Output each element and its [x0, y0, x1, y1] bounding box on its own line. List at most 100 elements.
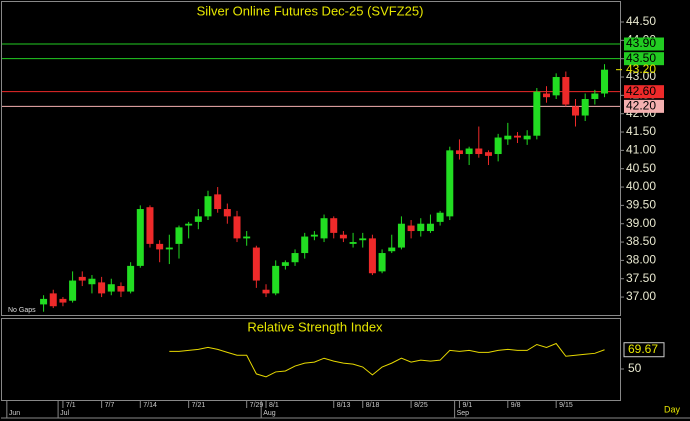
candle-body [484, 152, 492, 156]
candle-body [281, 262, 289, 266]
y-tick-label: 39.50 [626, 198, 656, 212]
candle-body [494, 137, 502, 155]
candle-body [69, 280, 77, 301]
candle-body [446, 150, 454, 217]
candle-body [436, 212, 444, 222]
candle-body [78, 276, 86, 281]
candle-body [59, 298, 67, 303]
candle-body [194, 216, 202, 222]
y-tick-label: 43.00 [626, 69, 656, 83]
level-label: 42.60 [626, 84, 656, 98]
candle-body [49, 293, 57, 307]
y-tick-label: 40.00 [626, 179, 656, 193]
candle-body [552, 77, 560, 96]
month-label: Jun [9, 410, 20, 417]
candle-body [591, 93, 599, 100]
y-tick-label: 50 [628, 361, 642, 375]
month-label: Aug [263, 410, 276, 417]
candle-body [223, 209, 231, 217]
y-tick-label: 37.00 [626, 289, 656, 303]
candle-body [465, 148, 473, 155]
candle-body [40, 298, 48, 305]
candle-body [378, 253, 386, 272]
y-tick-label: 41.00 [626, 143, 656, 157]
candle-body [175, 227, 183, 244]
rsi-value-bg [623, 342, 665, 358]
candle-body [523, 135, 531, 140]
chart-title: Silver Online Futures Dec-25 (SVFZ25) [197, 3, 424, 18]
candle-body [513, 135, 521, 138]
candle-body [601, 69, 609, 94]
candle-body [127, 265, 135, 292]
candle-body [233, 216, 241, 239]
candle-body [542, 93, 550, 98]
level-label-bg [624, 52, 664, 66]
level-label: 42.20 [626, 99, 656, 113]
y-tick-label: 41.50 [626, 124, 656, 138]
candle-body [426, 223, 434, 232]
candle-body [562, 77, 570, 105]
x-tick-label: 7/21 [192, 402, 206, 409]
last-price-label: 43.20 [626, 62, 656, 76]
rsi-value-label: 69.67 [628, 342, 658, 356]
candle-body [417, 223, 425, 232]
candle-body [349, 242, 357, 244]
candle-body [359, 238, 367, 241]
x-tick-label: 8/18 [366, 402, 380, 409]
month-label: Jul [60, 410, 69, 417]
candle-body [165, 247, 173, 250]
x-tick-label: 9/8 [511, 402, 521, 409]
month-label: Sep [457, 410, 470, 417]
candle-body [156, 243, 164, 250]
note: No Gaps [8, 307, 36, 314]
candle-body [107, 284, 115, 292]
candle-body [455, 150, 463, 155]
candle-body [581, 99, 589, 116]
y-tick-label: 44.50 [626, 14, 656, 28]
candle-body [572, 106, 580, 116]
price-panel [1, 1, 621, 316]
x-tick-label: 7/7 [105, 402, 115, 409]
candle-body [214, 194, 222, 210]
candle-body [533, 91, 541, 136]
y-tick-label: 38.00 [626, 253, 656, 267]
candle-body [407, 225, 415, 232]
candle-body [136, 209, 144, 266]
candle-body [262, 289, 270, 294]
candle-body [252, 247, 260, 281]
candle-body [291, 253, 299, 263]
candle-body [301, 236, 309, 254]
candle-body [330, 218, 338, 233]
y-tick-label: 39.00 [626, 216, 656, 230]
candle-body [146, 207, 154, 244]
candle-body [204, 196, 212, 217]
candle-body [98, 282, 106, 294]
level-label-bg [624, 99, 664, 113]
x-tick-label: 8/13 [337, 402, 351, 409]
x-tick-label: 7/14 [143, 402, 157, 409]
candle-body [185, 223, 193, 226]
candle-body [368, 238, 376, 274]
level-label-bg [624, 85, 664, 99]
candle-body [117, 286, 125, 292]
y-tick-label: 37.50 [626, 271, 656, 285]
candle-body [310, 234, 318, 237]
level-label: 43.50 [626, 51, 656, 65]
x-tick-label: 9/15 [559, 402, 573, 409]
candle-body [397, 223, 405, 248]
candle-body [388, 247, 396, 252]
x-tick-label: 8/1 [269, 402, 279, 409]
x-axis-label: Day [664, 404, 681, 414]
y-tick-label: 40.50 [626, 161, 656, 175]
x-tick-label: 9/1 [462, 402, 472, 409]
x-tick-label: 7/29 [250, 402, 264, 409]
level-label-bg [624, 37, 664, 51]
candle-body [272, 265, 280, 294]
x-tick-label: 8/25 [414, 402, 428, 409]
rsi-panel [1, 318, 621, 401]
rsi-title: Relative Strength Index [247, 319, 383, 334]
level-label: 43.90 [626, 36, 656, 50]
y-tick-label: 38.50 [626, 234, 656, 248]
